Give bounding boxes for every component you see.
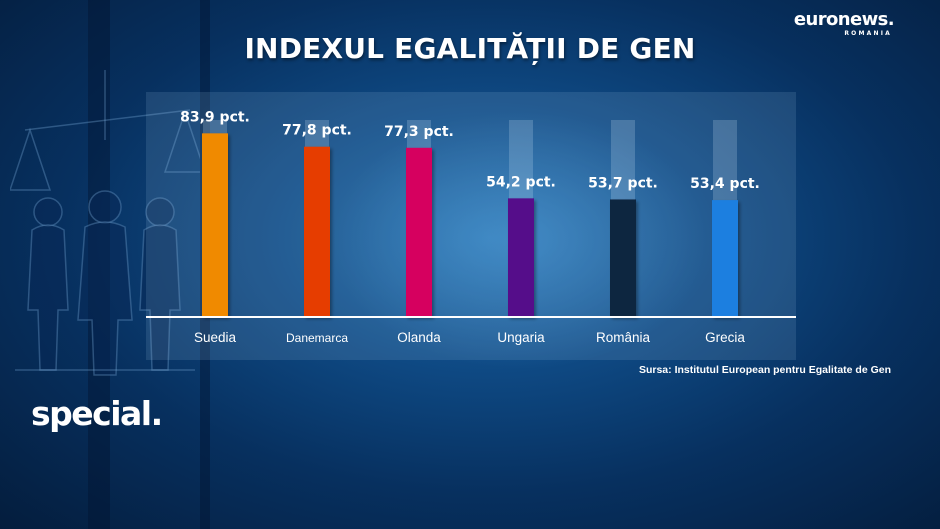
chart-panel bbox=[146, 92, 796, 360]
bar bbox=[304, 146, 330, 317]
program-brand: special. bbox=[31, 394, 163, 433]
data-label: 53,4 pct. bbox=[690, 176, 760, 192]
data-label: 77,3 pct. bbox=[384, 124, 454, 140]
category-label: Danemarca bbox=[286, 331, 348, 345]
bar bbox=[712, 200, 738, 317]
logo-primary: euronews. bbox=[793, 9, 895, 30]
data-label: 77,8 pct. bbox=[282, 123, 352, 139]
category-label: Grecia bbox=[705, 330, 745, 345]
category-label: Suedia bbox=[194, 330, 237, 345]
bar bbox=[508, 198, 534, 317]
chart-title: INDEXUL EGALITĂȚII DE GEN bbox=[244, 32, 696, 65]
category-label: România bbox=[596, 330, 651, 345]
scales-of-justice-illustration bbox=[10, 70, 200, 376]
logo-wordmark: euronews. bbox=[793, 9, 895, 30]
bar bbox=[610, 199, 636, 317]
logo-region: ROMANIA bbox=[844, 30, 892, 37]
category-label: Olanda bbox=[397, 330, 441, 345]
data-label: 83,9 pct. bbox=[180, 109, 250, 125]
euronews-logo: euronews. ROMANIA bbox=[793, 9, 895, 38]
data-label: 53,7 pct. bbox=[588, 175, 658, 191]
source-note: Sursa: Institutul European pentru Egalit… bbox=[638, 364, 891, 376]
bar bbox=[406, 147, 432, 317]
category-label: Ungaria bbox=[497, 330, 545, 345]
bar bbox=[202, 133, 228, 317]
data-label: 54,2 pct. bbox=[486, 174, 556, 190]
